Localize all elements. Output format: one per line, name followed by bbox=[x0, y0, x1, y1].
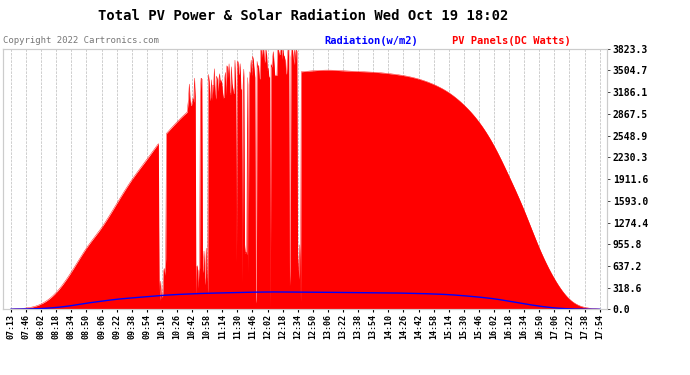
Text: Copyright 2022 Cartronics.com: Copyright 2022 Cartronics.com bbox=[3, 36, 159, 45]
Text: Radiation(w/m2): Radiation(w/m2) bbox=[324, 36, 418, 46]
Text: Total PV Power & Solar Radiation Wed Oct 19 18:02: Total PV Power & Solar Radiation Wed Oct… bbox=[99, 9, 509, 23]
Text: PV Panels(DC Watts): PV Panels(DC Watts) bbox=[452, 36, 571, 46]
